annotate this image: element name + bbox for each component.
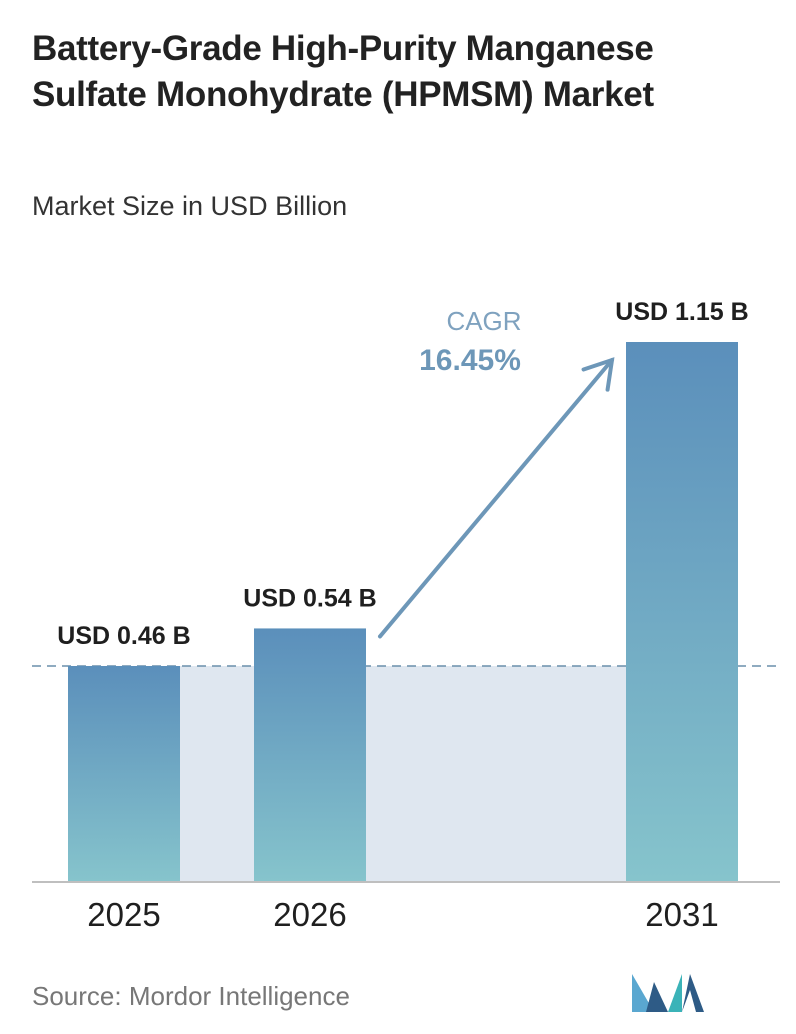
data-label-2026: USD 0.54 B <box>243 584 376 612</box>
cagr-label: CAGR <box>446 306 521 336</box>
x-tick-label-2025: 2025 <box>87 896 160 933</box>
cagr-value: 16.45% <box>419 344 521 377</box>
mordor-intelligence-logo-icon <box>632 974 704 1012</box>
x-tick-label-2026: 2026 <box>273 896 346 933</box>
chart-subtitle: Market Size in USD Billion <box>32 191 348 221</box>
bar-2031 <box>626 342 738 882</box>
data-label-2031: USD 1.15 B <box>615 298 748 326</box>
x-tick-label-2031: 2031 <box>645 896 718 933</box>
cagr-arrow-line <box>378 358 614 639</box>
data-label-2025: USD 0.46 B <box>57 622 190 650</box>
cagr-annotation: CAGR 16.45% <box>378 306 615 639</box>
chart-title: Battery-Grade High-Purity Manganese Sulf… <box>32 29 654 114</box>
bar-2026 <box>254 628 366 882</box>
source-note: Source: Mordor Intelligence <box>32 981 350 1011</box>
x-axis: 2025 2026 2031 <box>32 881 780 933</box>
bars <box>68 342 738 882</box>
cagr-arrow-head-icon <box>581 357 615 392</box>
labels: USD 0.46 B USD 0.54 B USD 1.15 B <box>57 298 748 650</box>
bar-2025 <box>68 666 180 882</box>
